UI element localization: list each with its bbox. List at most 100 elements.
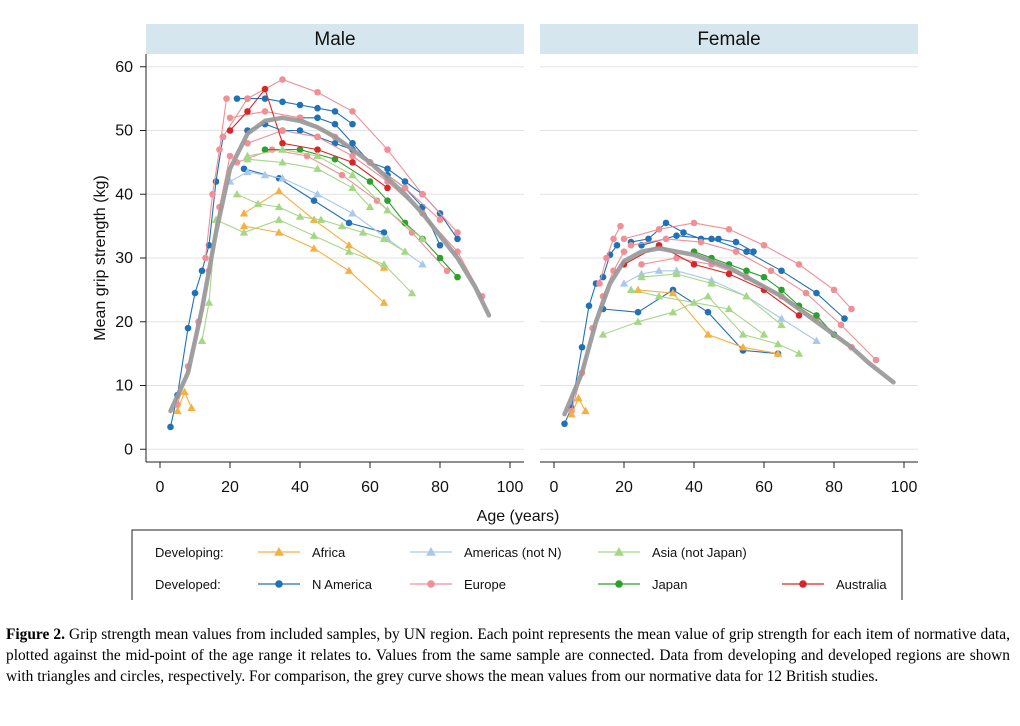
male-data-point <box>314 146 321 153</box>
male-data-point <box>310 197 318 204</box>
female-data-point <box>777 314 786 322</box>
male-data-point <box>454 235 461 243</box>
male-series-asia-not-japan <box>243 145 427 243</box>
female-data-point <box>673 232 680 239</box>
male-data-point <box>243 167 252 176</box>
female-x-tick-label: 20 <box>615 479 633 496</box>
female-data-point <box>574 394 583 402</box>
y-tick-label: 30 <box>115 250 133 267</box>
female-data-point <box>617 222 624 230</box>
female-data-point <box>802 289 810 297</box>
female-data-point <box>732 238 740 246</box>
male-data-point <box>401 184 409 192</box>
female-data-point <box>620 248 628 255</box>
female-data-point <box>626 285 636 294</box>
y-tick-label: 40 <box>115 186 133 203</box>
female-data-point <box>613 241 621 249</box>
male-data-point <box>279 76 286 83</box>
male-data-point <box>279 127 286 134</box>
male-data-point <box>173 406 182 415</box>
male-data-point <box>379 260 389 268</box>
male-data-point <box>261 146 269 153</box>
female-data-point <box>598 330 608 338</box>
female-data-point <box>778 267 785 275</box>
female-data-point <box>743 267 750 275</box>
male-data-point <box>226 152 234 160</box>
female-data-point <box>738 343 748 351</box>
female-data-point <box>813 289 820 297</box>
legend: Developing: Africa Americas (not N) Asia (n… <box>155 545 887 592</box>
male-data-point <box>379 298 389 306</box>
male-data-point <box>226 127 234 134</box>
female-series-asia-not-japan <box>637 269 786 329</box>
female-series-asia-not-japan <box>598 292 804 357</box>
female-data-point <box>707 279 716 287</box>
male-series-europe <box>244 127 486 300</box>
male-data-point <box>202 254 209 262</box>
female-data-point <box>732 248 740 255</box>
female-data-point <box>750 248 757 255</box>
female-data-point <box>830 286 838 294</box>
male-data-point <box>191 289 199 297</box>
male-data-point <box>209 190 216 198</box>
female-data-point <box>697 238 705 246</box>
female-data-point <box>773 339 783 348</box>
legend-swatch-marker <box>615 580 623 588</box>
female-data-point <box>627 241 635 249</box>
male-data-point <box>349 159 356 166</box>
female-data-point <box>662 219 670 227</box>
male-data-point <box>348 170 357 179</box>
female-series-line <box>602 289 779 355</box>
male-data-point <box>436 241 444 249</box>
male-data-point <box>380 229 388 236</box>
male-data-point <box>309 244 319 252</box>
female-data-point <box>725 270 733 278</box>
axes-layer: 0 20 40 60 80 100 0 10 20 30 40 50 60 0 20 40 60 80 100 <box>115 54 918 496</box>
female-data-point <box>760 273 768 281</box>
female-data-point <box>725 226 733 233</box>
male-series-africa <box>173 387 196 415</box>
male-data-point <box>219 133 227 141</box>
male-panel-strip <box>146 24 524 54</box>
y-tick-label: 50 <box>115 123 133 140</box>
male-series-line <box>204 98 228 259</box>
female-data-point <box>689 298 699 306</box>
male-data-point <box>384 184 391 192</box>
legend-label: Europe <box>464 577 506 592</box>
female-series-line <box>623 270 817 342</box>
female-series-africa <box>567 394 590 418</box>
male-data-point <box>349 108 356 115</box>
y-tick-label: 10 <box>115 378 133 395</box>
male-data-point <box>274 202 284 211</box>
male-series-africa <box>239 186 389 271</box>
male-data-point <box>239 209 249 217</box>
male-data-point <box>261 85 269 93</box>
male-data-point <box>331 155 339 163</box>
female-data-point <box>724 304 734 313</box>
male-data-point <box>316 215 326 223</box>
legend-swatch-marker <box>614 547 624 556</box>
female-data-point <box>703 292 713 300</box>
male-data-point <box>279 139 286 147</box>
female-data-point <box>795 312 803 319</box>
female-data-point <box>703 330 713 338</box>
male-data-point <box>244 95 251 102</box>
male-data-point <box>344 266 354 274</box>
female-data-point <box>708 235 715 243</box>
female-data-point <box>654 292 664 300</box>
male-data-point <box>314 133 321 141</box>
legend-box <box>131 529 903 600</box>
male-data-point <box>384 197 391 204</box>
male-data-point <box>418 234 427 243</box>
male-series-line <box>229 171 423 265</box>
female-series-europe <box>620 219 855 313</box>
male-data-point <box>443 267 451 275</box>
male-data-point <box>274 215 284 223</box>
female-data-point <box>561 420 568 428</box>
female-data-point <box>743 248 750 255</box>
female-data-point <box>596 280 603 287</box>
male-data-point <box>313 164 322 172</box>
legend-label: N America <box>312 577 373 592</box>
y-axis-label: Mean grip strength (kg) <box>92 175 109 340</box>
male-reference-curve <box>168 115 492 414</box>
